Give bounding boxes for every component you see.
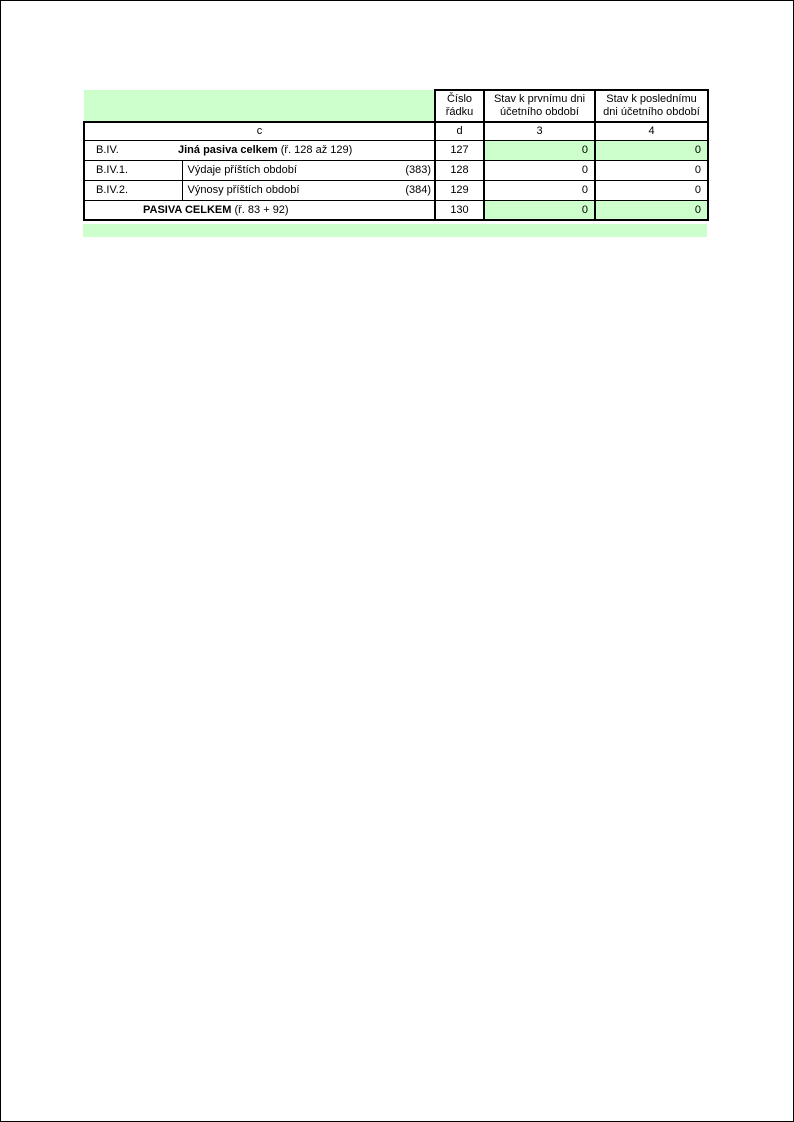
row-129-label: Výnosy příštích období [187,184,300,196]
row-130-value-begin: 0 [483,199,596,221]
subheader-col3: 3 [483,121,596,141]
row-130-value-end: 0 [594,199,709,221]
row-129-number: 129 [434,179,485,201]
subheader-c: c [83,121,436,141]
header-end-line2: dni účetního období [603,106,700,118]
row-128-label: Výdaje příštích období [187,164,297,176]
subheader-col4: 4 [594,121,709,141]
row-129-description: Výnosy příštích období (384) [181,179,436,201]
subheader-d: d [434,121,485,141]
row-129-account: (384) [405,184,431,196]
row-129-code: B.IV.2. [83,179,183,201]
header-col-row-number: Číslo řádku [434,89,485,123]
header-rownum-line2: řádku [445,106,474,118]
row-130-description: PASIVA CELKEM (ř. 83 + 92) [83,199,436,221]
row-129-value-end: 0 [594,179,709,201]
header-col-period-end: Stav k poslednímu dni účetního období [594,89,709,123]
row-128-value-end: 0 [594,159,709,181]
row-127-code: B.IV. [96,144,119,156]
row-128-number: 128 [434,159,485,181]
row-128-value-begin: 0 [483,159,596,181]
header-end-line1: Stav k poslednímu [606,93,697,105]
header-row: Číslo řádku Stav k prvnímu dni účetního … [84,89,709,123]
table-row-130: PASIVA CELKEM (ř. 83 + 92) 130 0 0 [83,199,709,221]
row-130-label-suffix: (ř. 83 + 92) [231,203,289,216]
row-128-account: (383) [405,164,431,176]
row-128-description: Výdaje příštích období (383) [181,159,436,181]
row-127-value-end: 0 [594,139,709,161]
bottom-green-band [83,224,707,237]
header-green-spacer [84,90,435,122]
header-col-period-begin: Stav k prvnímu dni účetního období [483,89,596,123]
row-130-label: PASIVA CELKEM [143,203,232,216]
subheader-row: c d 3 4 [83,121,709,141]
row-129-value-begin: 0 [483,179,596,201]
table-row-128: B.IV.1. Výdaje příštích období (383) 128… [83,159,709,181]
balance-sheet-passiva-section: Číslo řádku Stav k prvnímu dni účetního … [83,89,709,237]
row-127-number: 127 [434,139,485,161]
balance-sheet-table: Číslo řádku Stav k prvnímu dni účetního … [83,89,709,221]
header-rownum-line1: Číslo [446,93,473,105]
row-127-value-begin: 0 [483,139,596,161]
row-127-label: Jiná pasiva celkem [178,144,278,156]
row-130-number: 130 [434,199,485,221]
table-row-127: B.IV. Jiná pasiva celkem (ř. 128 až 129) … [83,139,709,161]
header-begin-line2: účetního období [500,106,579,118]
row-127-description: B.IV. Jiná pasiva celkem (ř. 128 až 129) [83,139,436,161]
row-127-label-suffix: (ř. 128 až 129) [277,144,353,156]
header-begin-line1: Stav k prvnímu dni [493,93,586,105]
row-128-code: B.IV.1. [83,159,183,181]
table-row-129: B.IV.2. Výnosy příštích období (384) 129… [83,179,709,201]
